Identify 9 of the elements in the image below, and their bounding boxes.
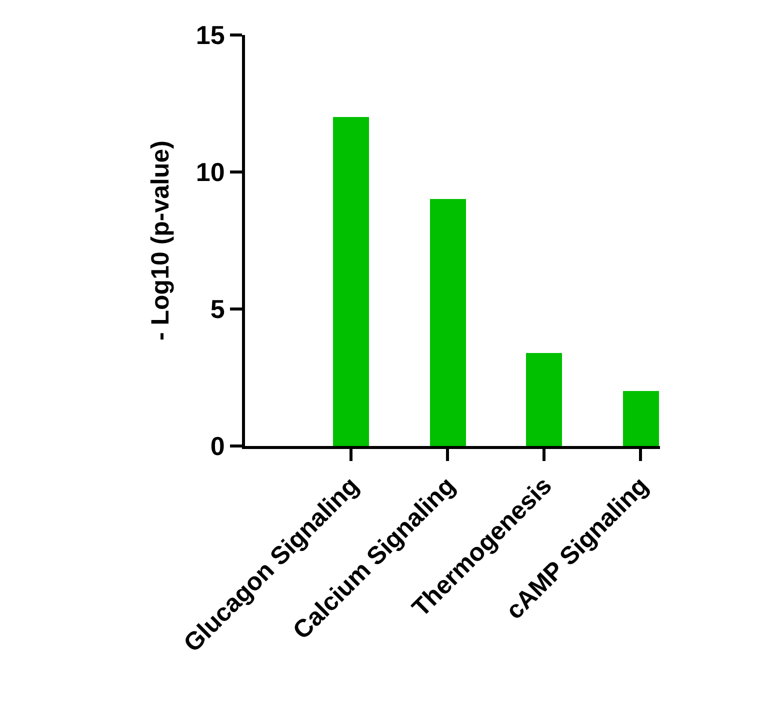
y-tick-label: 15 <box>196 20 225 50</box>
y-tick-label: 5 <box>210 294 225 324</box>
bar <box>526 353 562 446</box>
bar <box>623 391 659 446</box>
bar <box>430 199 466 446</box>
y-tick-label: 10 <box>196 157 225 188</box>
y-axis-title: - Log10 (p-value) <box>146 140 175 341</box>
y-tick-label: 0 <box>210 431 225 462</box>
bar <box>333 117 369 446</box>
